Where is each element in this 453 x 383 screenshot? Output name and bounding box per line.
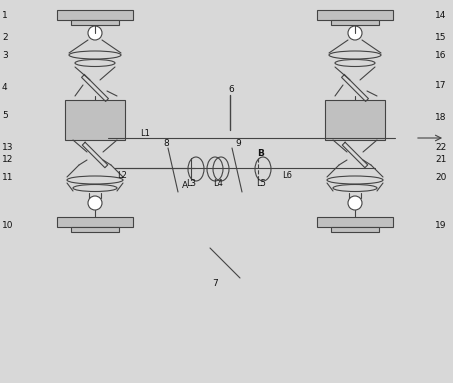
Text: 18: 18 [435,113,447,123]
Bar [71,20,119,25]
Text: 17: 17 [435,80,447,90]
Bar [57,217,133,227]
Text: 6: 6 [228,85,234,93]
Text: 2: 2 [2,33,8,43]
Text: L4: L4 [213,180,223,188]
Text: 14: 14 [435,10,446,20]
Bar [331,227,379,232]
Text: 7: 7 [212,280,218,288]
Text: 15: 15 [435,33,447,43]
Bar [71,227,119,232]
Ellipse shape [88,196,102,210]
Text: 12: 12 [2,155,14,165]
Text: A: A [182,180,188,190]
Bar [317,217,393,227]
Text: 10: 10 [2,221,14,229]
Ellipse shape [348,196,362,210]
Bar [331,20,379,25]
Ellipse shape [88,26,102,40]
Text: 11: 11 [2,173,14,183]
Text: L6: L6 [282,170,292,180]
Text: 8: 8 [163,139,169,149]
Bar [317,10,393,20]
Text: 19: 19 [435,221,447,229]
Text: 13: 13 [2,144,14,152]
Text: 21: 21 [435,155,446,165]
Text: 9: 9 [235,139,241,149]
Bar [65,100,125,140]
Bar [57,10,133,20]
Text: 22: 22 [435,144,446,152]
Text: 20: 20 [435,173,446,183]
Text: 3: 3 [2,51,8,59]
Bar [325,100,385,140]
Text: 5: 5 [2,111,8,119]
Text: 16: 16 [435,51,447,59]
Text: 4: 4 [2,83,8,93]
Text: L5: L5 [256,180,266,188]
Text: L1: L1 [140,129,150,139]
Text: L3: L3 [186,180,196,188]
Text: L2: L2 [117,170,127,180]
Text: B: B [258,149,265,157]
Ellipse shape [348,26,362,40]
Text: 1: 1 [2,10,8,20]
